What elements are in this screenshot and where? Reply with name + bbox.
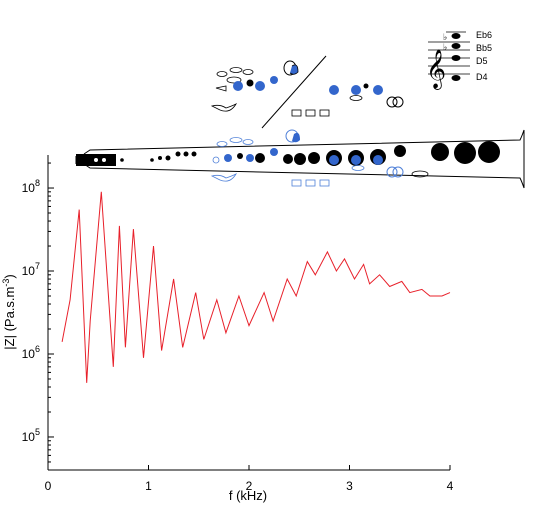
- open-hole: [351, 155, 361, 165]
- y-tick-label: 107: [22, 261, 40, 278]
- note-label: Eb6: [476, 30, 492, 40]
- treble-clef: 𝄞: [426, 50, 446, 90]
- closed-hole: [237, 153, 243, 159]
- open-hole: [351, 85, 361, 95]
- key-outline: [242, 139, 254, 145]
- x-tick-label: 4: [447, 479, 454, 493]
- closed-hole: [454, 142, 476, 164]
- closed-hole: [283, 154, 293, 164]
- open-hole: [255, 81, 265, 91]
- key-small-oval: [229, 67, 243, 73]
- closed-hole: [246, 79, 254, 87]
- key-outline: [229, 137, 243, 143]
- key-outline: [351, 165, 365, 171]
- closed-hole: [183, 151, 189, 157]
- thumb-key: [292, 132, 300, 143]
- pad-key-outline: [319, 179, 330, 187]
- closed-hole: [294, 153, 306, 165]
- pad-key-outline: [291, 179, 302, 187]
- closed-hole: [165, 155, 171, 161]
- pad-key-outline: [305, 179, 316, 187]
- pad-key: [305, 109, 316, 117]
- key-outline: [212, 156, 220, 164]
- closed-hole: [394, 145, 406, 157]
- x-axis-label: f (kHz): [229, 488, 267, 503]
- x-ticks: 0 1 2 3 4: [45, 465, 454, 493]
- mouthpiece-hole: [94, 158, 98, 162]
- open-hole: [270, 76, 278, 84]
- note-label: Bb5: [476, 43, 492, 53]
- trill-key: [392, 96, 404, 108]
- y-tick-label: 106: [22, 344, 40, 361]
- side-lever: [210, 103, 238, 112]
- closed-hole: [158, 156, 162, 160]
- mouthpiece-hole: [102, 158, 106, 162]
- closed-hole: [191, 151, 197, 157]
- closed-hole: [255, 153, 265, 163]
- note-d4: [451, 75, 461, 81]
- open-hole: [373, 85, 383, 95]
- pad-key: [291, 109, 302, 117]
- y-axis-label: |Z| (Pa.s.m-3): [1, 274, 17, 349]
- open-hole: [329, 85, 339, 95]
- key-small-oval: [242, 69, 254, 75]
- impedance-series-line: [61, 191, 451, 383]
- key-outline: [411, 170, 429, 178]
- pad-key: [319, 109, 330, 117]
- music-staff: 𝄞 ♭ ♭ Eb6 Bb5 D5 D4: [426, 30, 492, 90]
- x-tick-label: 1: [145, 479, 152, 493]
- diagonal-divider: [261, 55, 327, 129]
- side-lever-outline: [210, 173, 238, 182]
- note-bb5: [451, 43, 461, 49]
- clarinet-diagram: [75, 129, 525, 189]
- thumb-key: [289, 64, 299, 75]
- closed-hole: [175, 151, 181, 157]
- y-tick-label: 108: [22, 178, 40, 195]
- x-tick-label: 2: [246, 479, 253, 493]
- open-hole: [233, 81, 243, 91]
- flat-sign: ♭: [443, 32, 447, 42]
- closed-hole: [431, 143, 449, 161]
- key-outline: [216, 141, 228, 147]
- closed-hole: [363, 83, 369, 89]
- trill-key-outline: [392, 166, 404, 178]
- key-diagram-top: [210, 55, 404, 129]
- open-hole: [270, 148, 278, 156]
- note-eb6: [451, 33, 461, 39]
- open-hole: [373, 155, 383, 165]
- closed-hole: [150, 158, 154, 162]
- trill-key: [386, 96, 398, 108]
- key-small-oval: [216, 71, 228, 77]
- open-hole: [224, 154, 232, 162]
- trill-key-outline: [386, 166, 398, 178]
- flat-sign: ♭: [443, 42, 447, 52]
- x-tick-label: 0: [45, 479, 52, 493]
- x-tick-label: 3: [346, 479, 353, 493]
- closed-hole: [478, 141, 500, 163]
- open-hole: [329, 155, 339, 165]
- note-label: D5: [476, 56, 488, 66]
- closed-hole: [308, 152, 320, 164]
- y-ticks: 105 106 107 108: [22, 162, 54, 471]
- y-tick-label: 105: [22, 427, 40, 444]
- closed-hole: [120, 158, 124, 162]
- note-label: D4: [476, 72, 488, 82]
- key-small-oval: [349, 95, 363, 101]
- key-lever: [215, 85, 227, 92]
- note-d5: [451, 55, 461, 61]
- open-hole: [246, 154, 254, 162]
